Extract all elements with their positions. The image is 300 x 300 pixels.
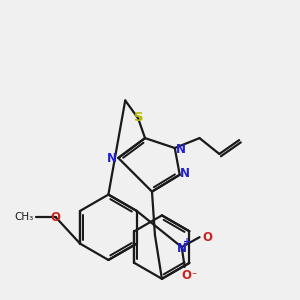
Text: N: N <box>176 142 186 155</box>
Text: CH₃: CH₃ <box>15 212 34 222</box>
Text: +: + <box>183 237 191 247</box>
Text: ⁻: ⁻ <box>191 271 196 281</box>
Text: N: N <box>107 152 117 165</box>
Text: O: O <box>202 231 212 244</box>
Text: S: S <box>134 111 144 124</box>
Text: O: O <box>50 211 60 224</box>
Text: N: N <box>180 167 190 180</box>
Text: N: N <box>177 242 187 255</box>
Text: O: O <box>182 269 192 282</box>
